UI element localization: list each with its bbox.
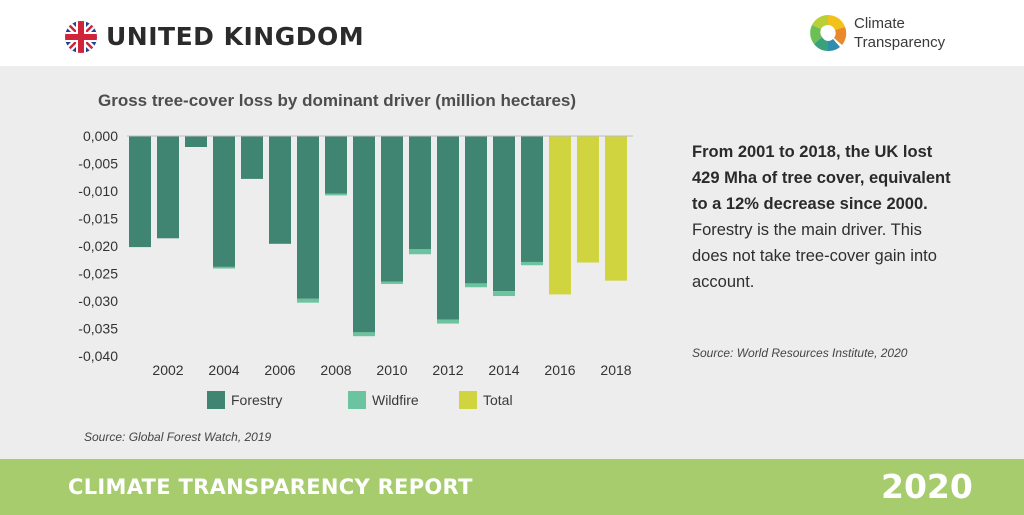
bar-wildfire-2009 xyxy=(353,332,375,337)
y-tick-label: -0,005 xyxy=(78,156,118,172)
bar-total-2018 xyxy=(605,136,627,281)
logo-line-2: Transparency xyxy=(854,34,946,51)
y-tick-label: -0,025 xyxy=(78,266,118,282)
x-tick-label: 2014 xyxy=(488,362,519,378)
bar-forestry-2006 xyxy=(269,136,291,244)
bar-wildfire-2007 xyxy=(297,298,319,303)
footer: CLIMATE TRANSPARENCY REPORT 2020 xyxy=(0,459,1024,515)
y-tick-label: -0,020 xyxy=(78,238,118,254)
chart-source: Source: Global Forest Watch, 2019 xyxy=(84,430,272,444)
side-note-source: Source: World Resources Institute, 2020 xyxy=(692,346,908,360)
side-note-rest: Forestry is the main driver. This does n… xyxy=(692,221,937,291)
x-tick-label: 2012 xyxy=(432,362,463,378)
x-tick-label: 2008 xyxy=(320,362,351,378)
footer-year: 2020 xyxy=(881,467,973,506)
bar-wildfire-2010 xyxy=(381,281,403,284)
x-tick-label: 2004 xyxy=(208,362,239,378)
logo-text: Climate Transparency xyxy=(854,14,945,52)
bar-wildfire-2012 xyxy=(437,319,459,324)
side-note: From 2001 to 2018, the UK lost 429 Mha o… xyxy=(692,139,954,295)
legend-label-wildfire: Wildfire xyxy=(372,392,419,408)
y-tick-label: -0,035 xyxy=(78,321,118,337)
footer-title: CLIMATE TRANSPARENCY REPORT xyxy=(68,475,473,499)
legend-swatch-forestry xyxy=(207,391,225,409)
x-tick-label: 2010 xyxy=(376,362,407,378)
bar-forestry-2013 xyxy=(465,136,487,284)
legend-label-total: Total xyxy=(483,392,513,408)
bar-forestry-2003 xyxy=(185,136,207,147)
legend-swatch-wildfire xyxy=(348,391,366,409)
bar-wildfire-2013 xyxy=(465,283,487,288)
legend-item-total: Total xyxy=(459,390,513,410)
side-note-bold: From 2001 to 2018, the UK lost 429 Mha o… xyxy=(692,143,951,213)
logo-line-1: Climate xyxy=(854,15,905,32)
bar-wildfire-2008 xyxy=(325,193,347,196)
bar-forestry-2004 xyxy=(213,136,235,267)
climate-transparency-logo-icon[interactable] xyxy=(806,11,850,55)
bar-forestry-2014 xyxy=(493,136,515,292)
y-tick-label: -0,010 xyxy=(78,183,118,199)
bar-forestry-2001 xyxy=(129,136,151,248)
uk-flag-icon xyxy=(65,21,97,53)
legend-item-forestry: Forestry xyxy=(207,390,282,410)
bar-forestry-2005 xyxy=(241,136,263,179)
country-title: UNITED KINGDOM xyxy=(106,22,365,51)
x-tick-label: 2016 xyxy=(544,362,575,378)
legend-item-wildfire: Wildfire xyxy=(348,390,419,410)
bar-forestry-2007 xyxy=(297,136,319,299)
chart-title: Gross tree-cover loss by dominant driver… xyxy=(98,91,577,110)
y-tick-label: -0,040 xyxy=(78,348,118,364)
y-tick-label: -0,015 xyxy=(78,211,118,227)
x-tick-label: 2018 xyxy=(600,362,631,378)
bar-wildfire-2011 xyxy=(409,249,431,255)
bar-forestry-2008 xyxy=(325,136,347,194)
bar-forestry-2002 xyxy=(157,136,179,239)
bar-forestry-2015 xyxy=(521,136,543,262)
bar-total-2016 xyxy=(549,136,571,295)
bar-forestry-2010 xyxy=(381,136,403,282)
x-tick-label: 2006 xyxy=(264,362,295,378)
bar-wildfire-2014 xyxy=(493,291,515,297)
bar-chart: 0,000 -0,005 -0,010 -0,015 -0,020 -0,025 -0,03… xyxy=(78,128,633,378)
legend-swatch-total xyxy=(459,391,477,409)
x-tick-label: 2002 xyxy=(152,362,183,378)
y-tick-label: 0,000 xyxy=(83,128,118,144)
header: UNITED KINGDOM Climate Transparency xyxy=(0,0,1024,66)
bar-forestry-2012 xyxy=(437,136,459,320)
bar-forestry-2009 xyxy=(353,136,375,333)
bar-forestry-2011 xyxy=(409,136,431,250)
legend-label-forestry: Forestry xyxy=(231,392,283,408)
bar-wildfire-2015 xyxy=(521,261,543,266)
y-tick-label: -0,030 xyxy=(78,293,118,309)
bar-wildfire-2004 xyxy=(213,266,235,269)
bar-total-2017 xyxy=(577,136,599,263)
